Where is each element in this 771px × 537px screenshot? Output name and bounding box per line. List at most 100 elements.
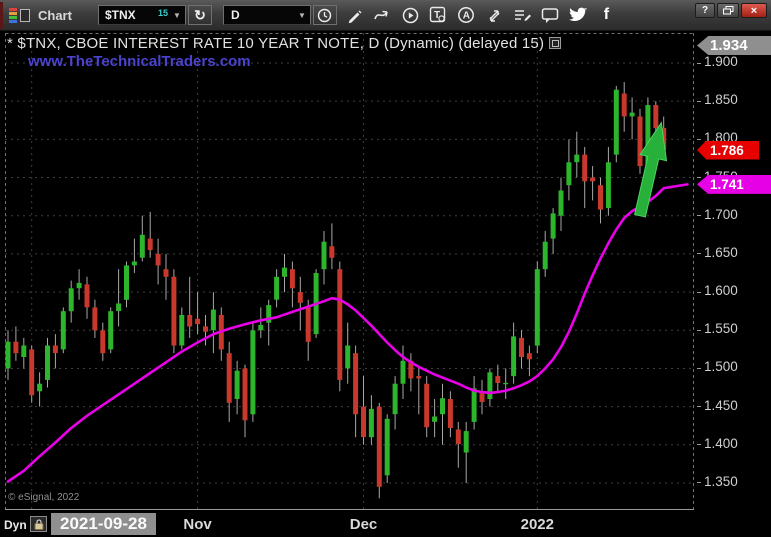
candle-body [392,383,398,415]
moving-average-line [6,183,689,483]
price-tick-label: 1.550 [704,321,738,337]
chat-button[interactable] [540,4,561,26]
candle-body [353,353,359,415]
clock-icon [318,8,332,22]
close-button[interactable]: × [741,3,767,18]
candle-body [574,154,580,163]
facebook-icon: f [603,6,610,23]
swap-arrows-icon [489,9,500,22]
copyright-text: © eSignal, 2022 [8,492,80,503]
candle-body [203,326,208,332]
candle-body [187,315,193,327]
trend-tool-button[interactable] [372,4,393,26]
edit-studies-button[interactable] [512,4,533,26]
window-outline-icon [20,8,30,22]
candle-body [116,303,122,312]
candle-body [226,353,232,403]
time-template-button[interactable] [312,5,337,25]
price-tick [697,138,701,140]
candle-body [84,284,90,308]
price-tick [697,367,701,369]
candle-body [424,383,430,428]
restore-icon [722,6,733,15]
price-tick-label: 1.350 [704,473,738,489]
candlesticks [5,82,667,499]
candle-body [195,318,201,325]
twitter-share-button[interactable] [568,4,589,26]
candle-body [68,288,74,312]
watermark-url: www.TheTechnicalTraders.com [28,53,251,70]
text-note-button[interactable]: T [428,4,449,26]
symbol-refresh-button[interactable]: ↻ [187,5,212,25]
compare-button[interactable] [484,4,505,26]
candle-body [558,190,564,216]
symbol-input[interactable]: $TNX 15 ▼ [97,5,186,25]
candle-body [13,341,19,354]
price-tick [697,444,701,446]
candle-body [139,234,145,258]
annotation-button[interactable]: A [456,4,477,26]
candle-body [479,391,485,402]
dyn-mode-label: Dyn [4,518,27,532]
interval-select[interactable]: D ▼ [222,5,311,25]
draw-tool-button[interactable] [344,4,365,26]
candle-body [274,276,280,300]
candle-body [329,246,335,258]
candle-body [400,360,406,384]
candle-body [511,336,517,377]
candle-body [621,93,627,117]
candle-body [613,89,619,155]
candle-body [455,429,461,444]
facebook-share-button[interactable]: f [596,4,617,26]
time-axis[interactable]: Dyn 2021-09-28 Nov Dec 2022 [0,512,771,537]
chart-canvas[interactable]: * $TNX, CBOE INTEREST RATE 10 YEAR T NOT… [0,31,771,537]
candle-body [440,398,445,415]
pencil-icon [348,10,362,23]
candle-body [368,408,374,438]
candle-body [432,416,438,422]
candle-body [447,399,453,428]
price-tick-label: 1.400 [704,435,738,451]
help-button[interactable]: ? [695,3,715,18]
candle-body [550,213,556,239]
price-tick [697,482,701,484]
popout-icon[interactable] [549,37,562,49]
candle-body [21,345,27,357]
refresh-icon: ↻ [194,6,206,23]
candle-body [92,307,98,331]
candle-body [171,276,177,346]
price-tick-label: 1.850 [704,92,738,108]
lock-button[interactable] [30,516,47,532]
candle-body [305,307,311,342]
replay-button[interactable] [400,4,421,26]
chevron-down-icon[interactable]: ▼ [173,10,181,20]
candle-body [45,345,50,380]
candle-body [416,376,422,379]
candle-body [526,353,532,360]
candle-body [210,309,216,331]
price-tick-label: 1.900 [704,54,738,69]
restore-window-button[interactable] [717,3,739,18]
candle-body [361,406,366,438]
price-tick [697,177,701,179]
price-tick [697,291,701,293]
candle-body [590,177,596,182]
price-tick-label: 1.500 [704,359,738,375]
candle-body [408,360,414,379]
candle-body [376,406,382,487]
price-tick [697,215,701,217]
candle-body [598,185,603,210]
time-axis-label: 2022 [520,516,554,533]
candle-body [384,418,390,476]
chevron-down-icon[interactable]: ▼ [298,10,306,20]
price-tick [697,406,701,408]
candle-body [582,154,588,182]
price-plot[interactable] [5,33,694,510]
start-date-box[interactable]: 2021-09-28 [51,513,156,535]
price-tick-label: 1.450 [704,397,738,413]
candle-body [463,431,469,453]
candle-body [503,382,509,385]
speech-bubble-icon [542,7,559,23]
price-tick-label: 1.700 [704,206,738,222]
price-axis[interactable]: 1.934 1.786 1.741 1.9001.8501.8001.7501.… [697,0,771,537]
